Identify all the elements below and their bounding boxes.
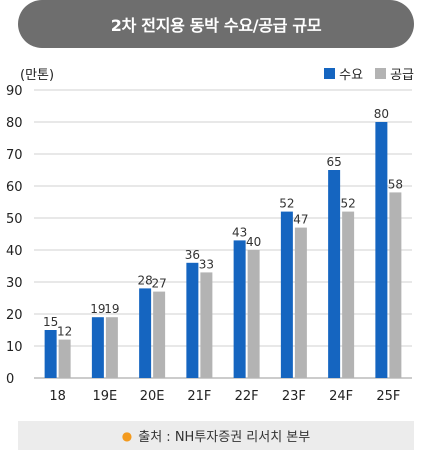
bar-supply <box>58 339 71 378</box>
data-label-supply: 40 <box>246 235 261 249</box>
data-label-supply: 58 <box>388 177 403 191</box>
data-label-demand: 28 <box>137 273 152 287</box>
data-label-supply: 52 <box>340 197 355 211</box>
bar-demand <box>186 262 199 378</box>
bar-demand <box>44 330 57 378</box>
x-tick-label: 19E <box>92 389 117 404</box>
y-tick-label: 0 <box>6 372 14 387</box>
y-tick-label: 50 <box>6 212 23 227</box>
x-tick-label: 18 <box>49 389 66 404</box>
data-label-demand: 36 <box>185 248 200 262</box>
bar-supply <box>105 317 118 378</box>
bar-supply <box>247 250 260 378</box>
x-tick-label: 22F <box>235 389 259 404</box>
y-tick-label: 70 <box>6 148 23 163</box>
legend-swatch-demand <box>324 68 336 79</box>
bar-demand <box>280 211 293 378</box>
data-label-supply: 19 <box>104 302 119 316</box>
legend-label-demand: 수요 <box>339 68 364 83</box>
bullet-dot-icon: ● <box>121 428 133 443</box>
x-tick-label: 21F <box>187 389 211 404</box>
x-tick-label: 20E <box>140 389 165 404</box>
y-tick-label: 40 <box>6 244 23 259</box>
data-label-demand: 43 <box>232 225 247 239</box>
data-label-supply: 33 <box>199 257 214 271</box>
bar-demand <box>91 317 104 378</box>
y-tick-label: 30 <box>6 276 23 291</box>
bar-supply <box>200 272 213 378</box>
data-label-demand: 19 <box>90 302 105 316</box>
y-axis-unit-label: (만톤) <box>20 68 55 83</box>
bar-demand <box>139 288 152 378</box>
x-tick-label: 24F <box>329 389 353 404</box>
bar-demand <box>375 122 388 378</box>
bar-supply <box>389 192 402 378</box>
data-label-demand: 80 <box>374 107 389 121</box>
source-note: ● 출처 : NH투자증권 리서치 본부 <box>18 421 414 450</box>
bar-supply <box>342 211 355 378</box>
bar-supply <box>153 291 166 378</box>
data-label-demand: 65 <box>326 155 341 169</box>
data-label-demand: 15 <box>43 315 58 329</box>
bar-supply <box>294 227 307 378</box>
legend-swatch-supply <box>375 68 387 79</box>
legend-label-supply: 공급 <box>390 68 414 83</box>
x-tick-label: 25F <box>376 389 400 404</box>
y-tick-label: 90 <box>6 84 23 99</box>
data-label-supply: 27 <box>151 277 166 291</box>
data-label-supply: 47 <box>293 213 308 227</box>
legend-item-demand: 수요 <box>324 64 363 83</box>
legend-item-supply: 공급 <box>375 64 414 83</box>
y-tick-label: 60 <box>6 180 23 195</box>
chart-title: 2차 전지용 동박 수요/공급 규모 <box>110 16 322 35</box>
source-text: 출처 : NH투자증권 리서치 본부 <box>138 430 311 445</box>
data-label-demand: 52 <box>279 197 294 211</box>
data-label-supply: 12 <box>57 325 72 339</box>
chart-legend: 수요 공급 <box>312 64 414 83</box>
y-tick-label: 20 <box>6 308 23 323</box>
x-tick-label: 23F <box>282 389 306 404</box>
bar-demand <box>328 170 341 378</box>
bar-demand <box>233 240 246 378</box>
y-tick-label: 10 <box>6 340 23 355</box>
y-tick-label: 80 <box>6 116 23 131</box>
chart-title-bar: 2차 전지용 동박 수요/공급 규모 <box>18 0 414 48</box>
